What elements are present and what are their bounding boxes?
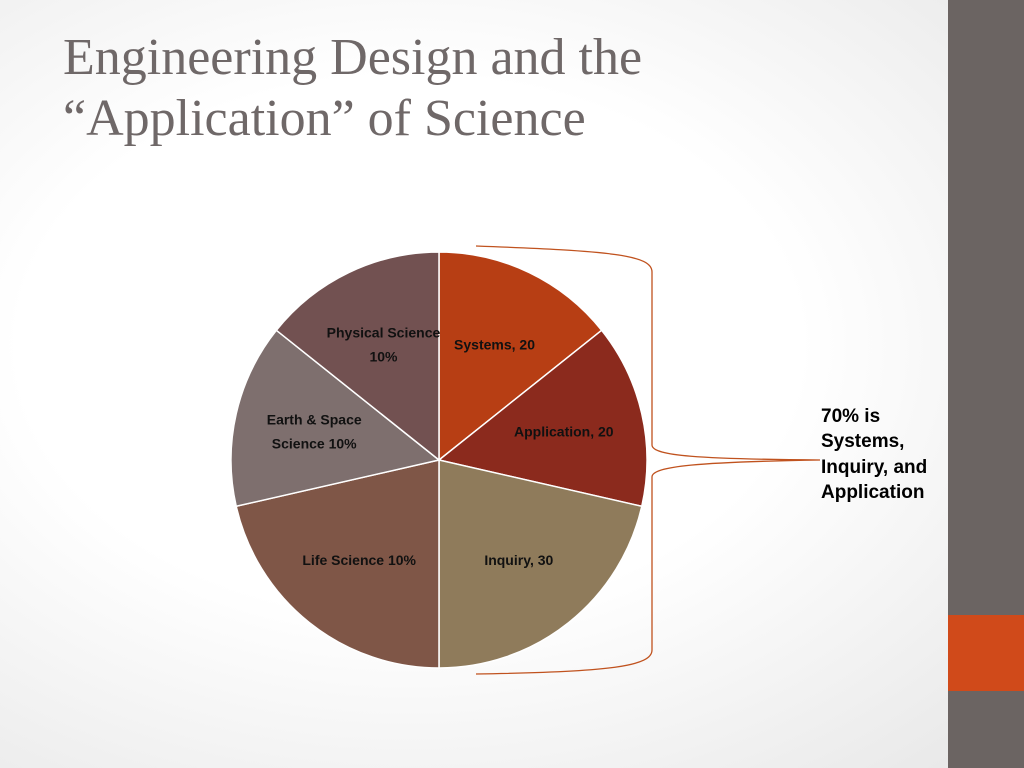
grouping-bracket bbox=[475, 245, 821, 675]
annotation-line: Systems, bbox=[821, 431, 905, 453]
pie-chart: Systems, 20 Application, 20 Inquiry, 30 Lif… bbox=[230, 245, 821, 675]
slice-label: Inquiry, 30 bbox=[484, 552, 553, 568]
annotation-line: 70% is bbox=[821, 406, 881, 427]
pie-slice bbox=[275, 251, 440, 462]
slice-label: Physical Science 10% bbox=[327, 325, 441, 365]
pie-slice bbox=[230, 329, 441, 508]
slice-label: Earth & Space Science 10% bbox=[267, 412, 362, 452]
sidebar-accent-block bbox=[948, 615, 1024, 691]
pie-slice bbox=[437, 329, 648, 508]
annotation-line: Inquiry, and bbox=[821, 456, 928, 478]
title-line-2: “Application” of Science bbox=[63, 89, 586, 147]
slide-title: Engineering Design and the “Application”… bbox=[63, 28, 923, 150]
annotation-text: 70% is Systems, Inquiry, and Application bbox=[821, 404, 961, 505]
pie-slice bbox=[438, 251, 603, 462]
title-line-1: Engineering Design and the bbox=[63, 29, 643, 86]
pie-slices bbox=[230, 251, 648, 669]
pie-slice bbox=[235, 459, 440, 669]
pie-labels: Systems, 20 Application, 20 Inquiry, 30 Lif… bbox=[267, 325, 614, 568]
slice-label: Systems, 20 bbox=[454, 337, 535, 353]
slice-label: Life Science 10% bbox=[302, 552, 416, 568]
pie-slice bbox=[438, 459, 643, 669]
slice-label: Application, 20 bbox=[514, 424, 614, 440]
annotation-line: Application bbox=[821, 481, 925, 503]
